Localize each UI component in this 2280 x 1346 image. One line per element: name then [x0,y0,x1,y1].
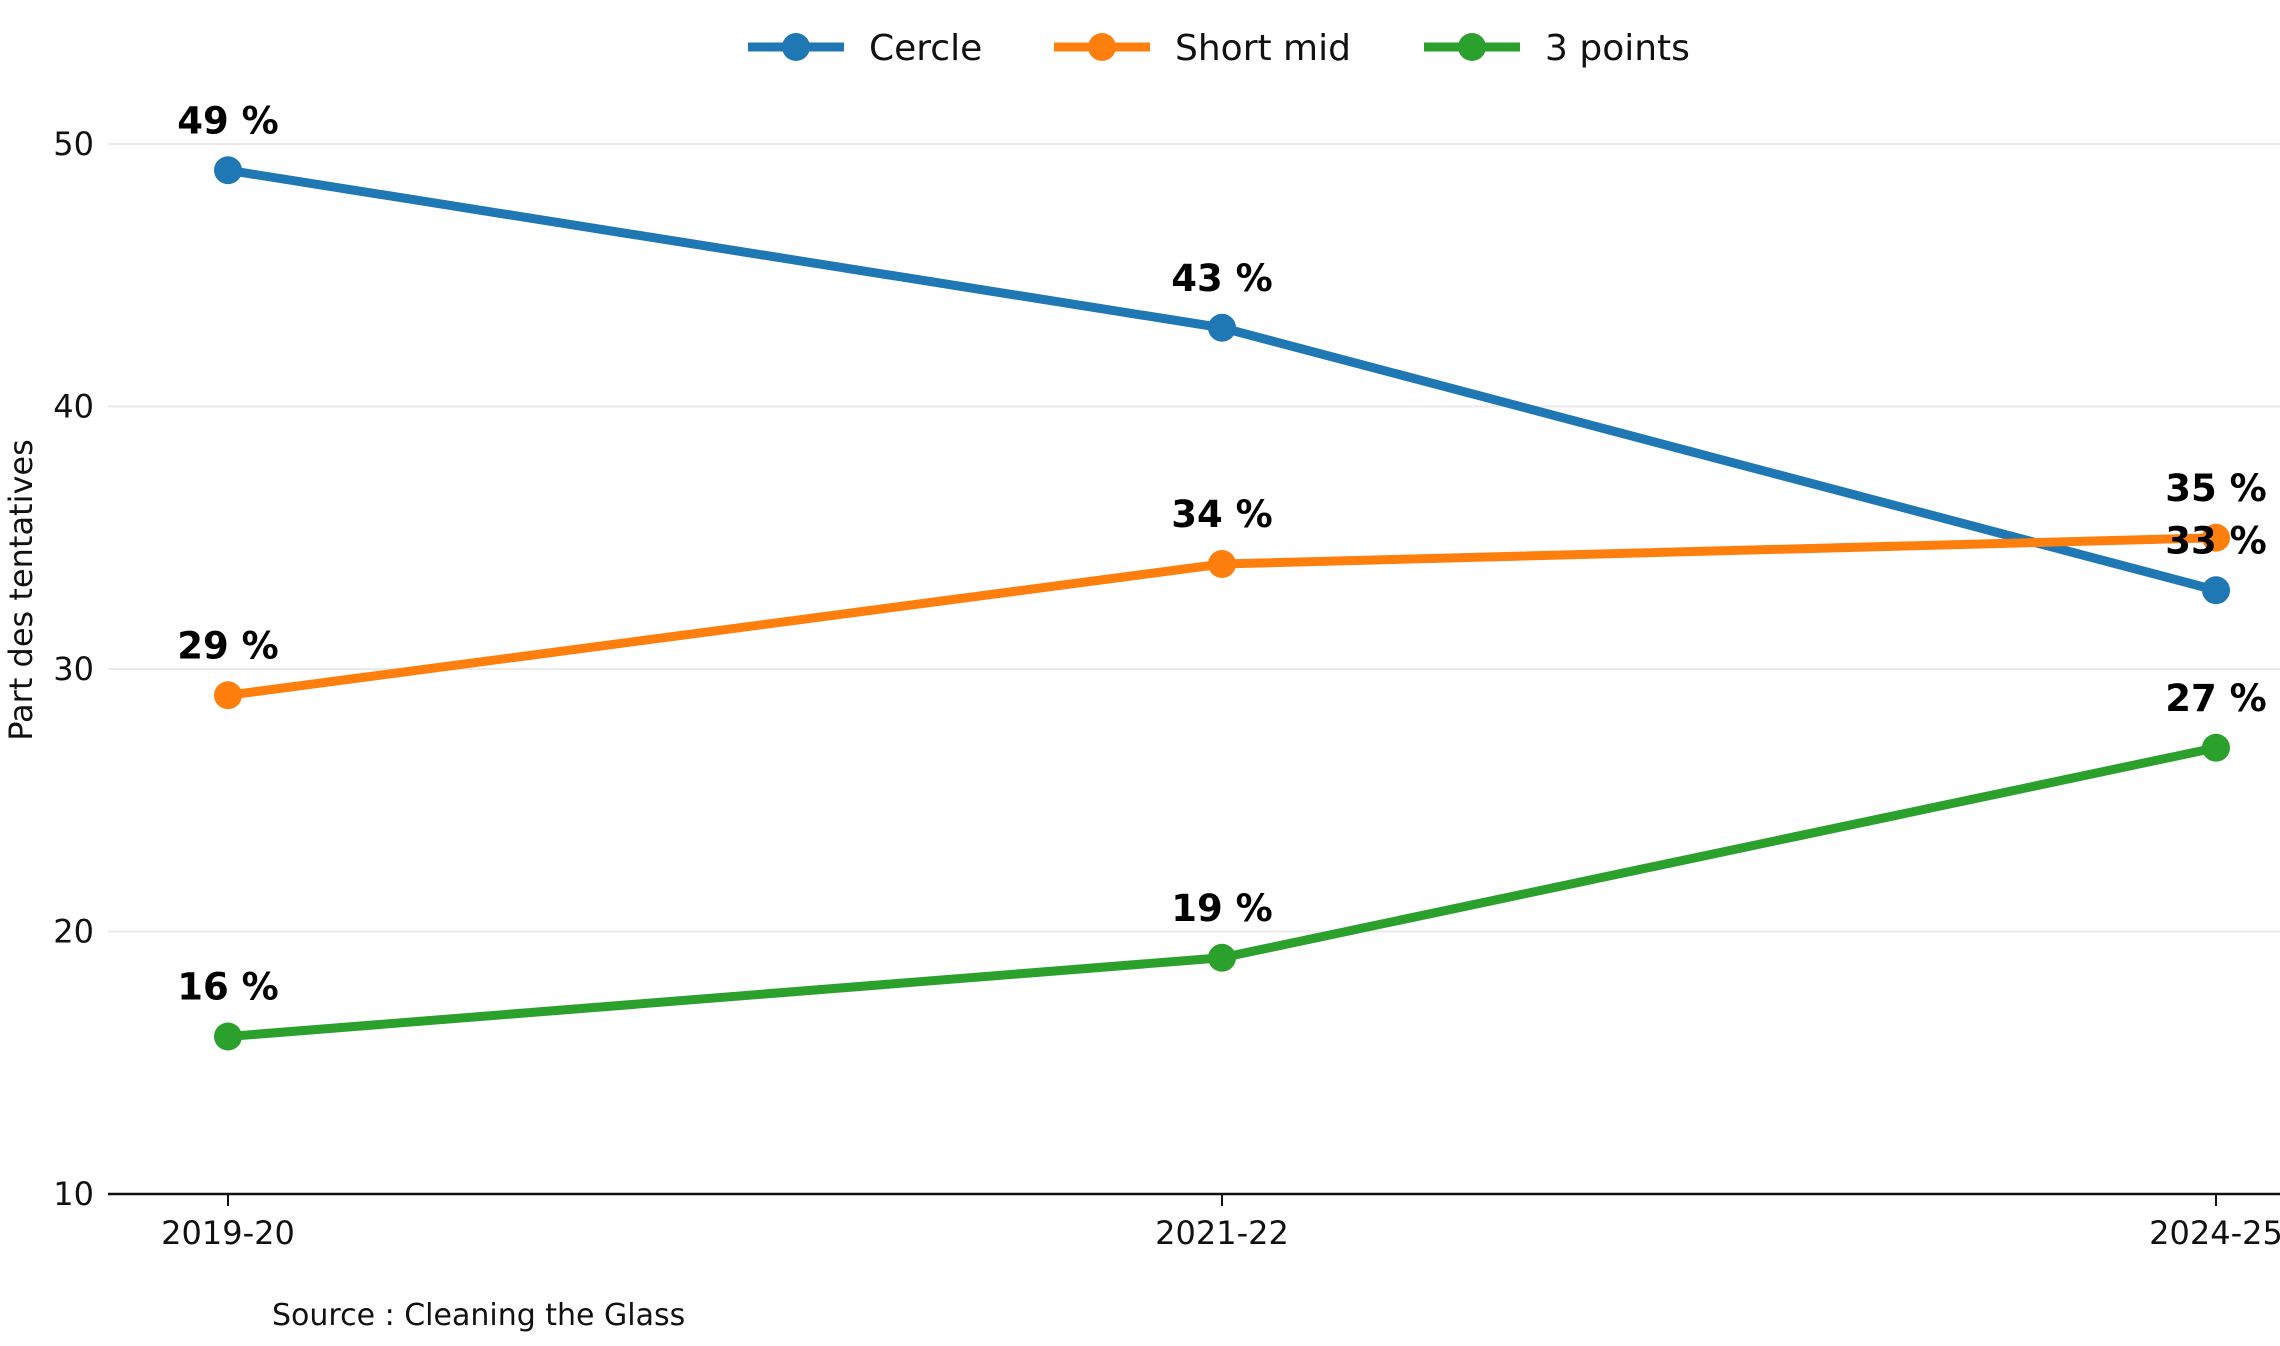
series-lines [214,156,2230,1051]
y-tick-label: 20 [53,913,94,951]
data-label-cercle: 33 % [2165,519,2266,562]
y-tick-label: 50 [53,125,94,163]
data-label-short-mid: 34 % [1171,493,1272,536]
point-cercle [1208,313,1236,342]
x-tick-label: 2024-25 [2149,1214,2280,1252]
point-3-points [2202,733,2230,762]
legend: Cercle Short mid 3 points [748,28,1690,69]
legend-swatch-marker [782,33,810,61]
axes: Part des tentatives 10 20 30 40 50 2019-20 202… [2,125,2280,1252]
y-tick-label: 10 [53,1175,94,1213]
gridlines [108,143,2280,933]
x-tick-label: 2019-20 [161,1214,295,1252]
legend-label: 3 points [1545,28,1690,69]
y-tick-label: 30 [53,650,94,688]
data-label-3-points: 19 % [1171,887,1272,930]
legend-label: Cercle [869,28,982,69]
y-tick-label: 40 [53,388,94,426]
point-short-mid [214,681,242,710]
data-label-short-mid: 29 % [177,624,278,667]
point-short-mid [1208,550,1236,578]
data-label-cercle: 43 % [1171,257,1272,300]
data-label-3-points: 27 % [2165,677,2266,720]
point-short-mid [2202,523,2230,552]
legend-item-short-mid: Short mid [1054,28,1351,69]
data-label-short-mid: 35 % [2165,467,2266,510]
legend-item-3-points: 3 points [1424,28,1690,69]
point-cercle [214,156,242,185]
y-axis-title: Part des tentatives [2,439,40,741]
data-labels: 49 % 43 % 33 % 29 % 34 % 35 % 16 % 19 % 27 % [177,99,2266,1008]
point-3-points [214,1022,242,1051]
x-tick-label: 2021-22 [1155,1214,1289,1252]
legend-label: Short mid [1175,28,1351,69]
point-cercle [2202,576,2230,605]
data-label-cercle: 49 % [177,99,278,142]
legend-item-cercle: Cercle [748,28,982,69]
source-note: Source : Cleaning the Glass [272,1298,685,1333]
data-label-3-points: 16 % [177,966,278,1009]
point-3-points [1208,943,1236,972]
legend-swatch-marker [1458,33,1486,61]
legend-swatch-marker [1088,33,1116,61]
